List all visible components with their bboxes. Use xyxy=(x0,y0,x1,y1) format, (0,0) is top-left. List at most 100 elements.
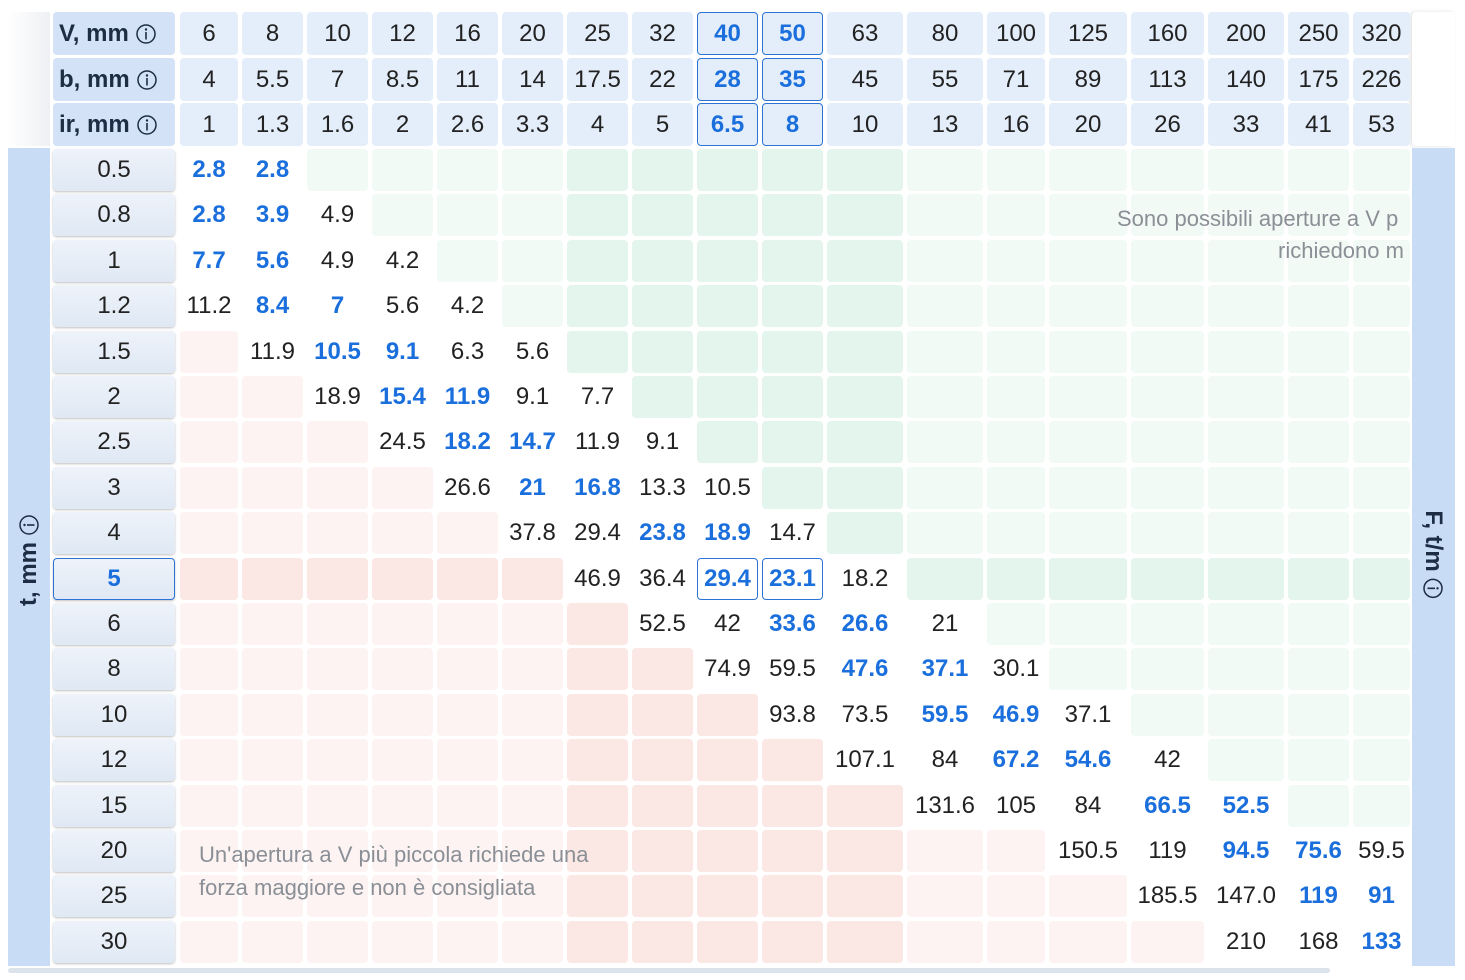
header-cell[interactable]: 50 xyxy=(762,12,823,55)
value-cell[interactable]: 94.5 xyxy=(1208,830,1284,872)
row-header[interactable]: 1.5 xyxy=(53,330,175,373)
value-cell[interactable]: 5.6 xyxy=(242,239,303,282)
row-header[interactable]: 1.2 xyxy=(53,285,175,328)
row-header[interactable]: 4 xyxy=(53,512,175,555)
value-cell[interactable]: 18.2 xyxy=(437,421,498,464)
row-header[interactable]: 30 xyxy=(53,920,175,963)
value-cell[interactable]: 52.5 xyxy=(1208,784,1284,827)
value-cell[interactable]: 4.9 xyxy=(307,239,368,282)
row-header[interactable]: 2.5 xyxy=(53,421,175,464)
value-cell[interactable]: 29.4 xyxy=(697,557,758,600)
value-cell[interactable]: 10.5 xyxy=(697,466,758,509)
info-icon[interactable] xyxy=(135,23,157,45)
value-cell[interactable]: 33.6 xyxy=(762,603,823,645)
value-cell[interactable]: 2.8 xyxy=(180,194,238,237)
value-cell[interactable]: 5.6 xyxy=(372,285,433,328)
value-cell[interactable]: 21 xyxy=(502,466,563,509)
row-header[interactable]: 0.5 xyxy=(53,149,175,191)
value-cell[interactable]: 42 xyxy=(1131,739,1204,782)
value-cell[interactable]: 26.6 xyxy=(827,603,903,645)
value-cell[interactable]: 18.2 xyxy=(827,557,903,600)
row-header[interactable]: 5 xyxy=(53,557,175,600)
value-cell[interactable]: 210 xyxy=(1208,920,1284,963)
row-header[interactable]: 1 xyxy=(53,239,175,282)
value-cell[interactable]: 107.1 xyxy=(827,739,903,782)
value-cell[interactable]: 47.6 xyxy=(827,648,903,691)
value-cell[interactable]: 18.9 xyxy=(697,512,758,555)
header-cell[interactable]: 35 xyxy=(762,58,823,101)
value-cell[interactable]: 59.5 xyxy=(762,648,823,691)
value-cell[interactable]: 84 xyxy=(1049,784,1127,827)
value-cell[interactable]: 74.9 xyxy=(697,648,758,691)
header-cell[interactable]: 6.5 xyxy=(697,103,758,146)
value-cell[interactable]: 168 xyxy=(1288,920,1349,963)
value-cell[interactable]: 11.9 xyxy=(242,330,303,373)
value-cell[interactable]: 37.1 xyxy=(907,648,983,691)
value-cell[interactable]: 3.9 xyxy=(242,194,303,237)
value-cell[interactable]: 4.2 xyxy=(372,239,433,282)
value-cell[interactable]: 105 xyxy=(987,784,1045,827)
value-cell[interactable]: 4.2 xyxy=(437,285,498,328)
row-header[interactable]: 15 xyxy=(53,784,175,827)
value-cell[interactable]: 59.5 xyxy=(907,693,983,736)
value-cell[interactable]: 11.2 xyxy=(180,285,238,328)
row-header[interactable]: 0.8 xyxy=(53,194,175,237)
info-icon[interactable] xyxy=(18,514,40,536)
value-cell[interactable]: 37.1 xyxy=(1049,693,1127,736)
value-cell[interactable]: 8.4 xyxy=(242,285,303,328)
header-cell[interactable]: 28 xyxy=(697,58,758,101)
value-cell[interactable]: 93.8 xyxy=(762,693,823,736)
value-cell[interactable]: 9.1 xyxy=(632,421,693,464)
value-cell[interactable]: 42 xyxy=(697,603,758,645)
value-cell[interactable]: 29.4 xyxy=(567,512,628,555)
value-cell[interactable]: 37.8 xyxy=(502,512,563,555)
value-cell[interactable]: 30.1 xyxy=(987,648,1045,691)
value-cell[interactable]: 7.7 xyxy=(180,239,238,282)
value-cell[interactable]: 73.5 xyxy=(827,693,903,736)
value-cell[interactable]: 75.6 xyxy=(1288,830,1349,872)
value-cell[interactable]: 23.8 xyxy=(632,512,693,555)
header-cell[interactable]: 40 xyxy=(697,12,758,55)
value-cell[interactable]: 84 xyxy=(907,739,983,782)
value-cell[interactable]: 7.7 xyxy=(567,376,628,418)
value-cell[interactable]: 13.3 xyxy=(632,466,693,509)
value-cell[interactable]: 147.0 xyxy=(1208,875,1284,918)
value-cell[interactable]: 119 xyxy=(1288,875,1349,918)
value-cell[interactable]: 18.9 xyxy=(307,376,368,418)
value-cell[interactable]: 16.8 xyxy=(567,466,628,509)
value-cell[interactable]: 6.3 xyxy=(437,330,498,373)
row-header[interactable]: 6 xyxy=(53,603,175,645)
value-cell[interactable]: 66.5 xyxy=(1131,784,1204,827)
value-cell[interactable]: 150.5 xyxy=(1049,830,1127,872)
value-cell[interactable]: 11.9 xyxy=(437,376,498,418)
value-cell[interactable]: 2.8 xyxy=(242,149,303,191)
value-cell[interactable]: 4.9 xyxy=(307,194,368,237)
value-cell[interactable]: 14.7 xyxy=(762,512,823,555)
value-cell[interactable]: 26.6 xyxy=(437,466,498,509)
value-cell[interactable]: 2.8 xyxy=(180,149,238,191)
value-cell[interactable]: 10.5 xyxy=(307,330,368,373)
value-cell[interactable]: 5.6 xyxy=(502,330,563,373)
scrollbar[interactable] xyxy=(8,968,1330,973)
info-icon[interactable] xyxy=(136,69,158,91)
value-cell[interactable]: 11.9 xyxy=(567,421,628,464)
row-header[interactable]: 10 xyxy=(53,693,175,736)
value-cell[interactable]: 15.4 xyxy=(372,376,433,418)
value-cell[interactable]: 133 xyxy=(1353,920,1410,963)
info-icon[interactable] xyxy=(1422,578,1444,600)
header-cell[interactable]: 8 xyxy=(762,103,823,146)
row-header[interactable]: 2 xyxy=(53,376,175,418)
value-cell[interactable]: 185.5 xyxy=(1131,875,1204,918)
value-cell[interactable]: 36.4 xyxy=(632,557,693,600)
value-cell[interactable]: 9.1 xyxy=(372,330,433,373)
value-cell[interactable]: 52.5 xyxy=(632,603,693,645)
value-cell[interactable]: 24.5 xyxy=(372,421,433,464)
value-cell[interactable]: 67.2 xyxy=(987,739,1045,782)
value-cell[interactable]: 7 xyxy=(307,285,368,328)
value-cell[interactable]: 14.7 xyxy=(502,421,563,464)
row-header[interactable]: 3 xyxy=(53,466,175,509)
value-cell[interactable]: 21 xyxy=(907,603,983,645)
value-cell[interactable]: 46.9 xyxy=(987,693,1045,736)
row-header[interactable]: 25 xyxy=(53,875,175,918)
value-cell[interactable]: 119 xyxy=(1131,830,1204,872)
